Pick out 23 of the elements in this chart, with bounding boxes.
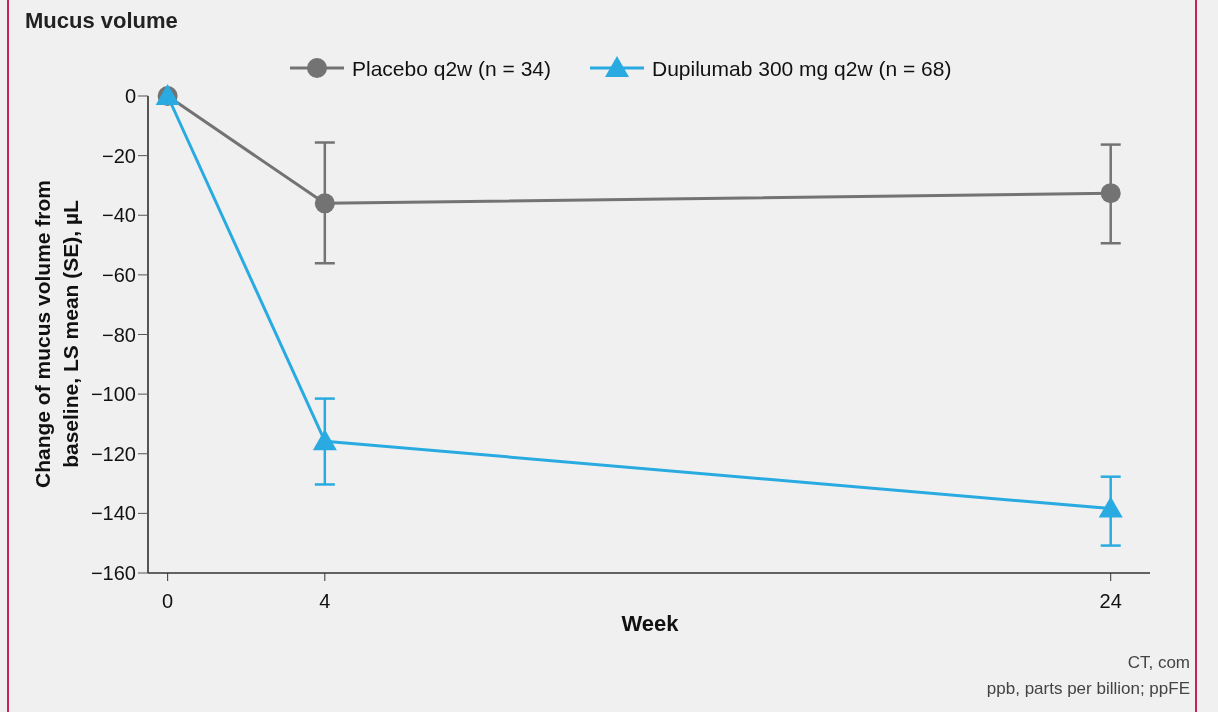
y-tick-label: −20 (102, 144, 136, 167)
legend-label: Placebo q2w (n = 34) (352, 57, 552, 80)
chart-title: Mucus volume (25, 8, 178, 33)
x-tick-label: 0 (162, 590, 174, 612)
y-axis-title: Change of mucus volume from baseline, LS mean (SE), µL (31, 179, 82, 489)
y-tick-label: −120 (90, 442, 136, 465)
text: CT, com (1127, 653, 1190, 672)
x-tick-label: 4 (319, 590, 331, 612)
y-tick-label: −80 (102, 323, 136, 346)
y-tick-label: −100 (90, 383, 136, 406)
y-tick-label: 0 (124, 85, 136, 107)
point (312, 429, 337, 451)
x-tick-label: 24 (1099, 590, 1122, 612)
legend-label: Dupilumab 300 mg q2w (n = 68) (652, 57, 952, 80)
point (314, 193, 335, 214)
x-axis-title: Week (621, 611, 680, 636)
y-tick-label: −60 (102, 263, 136, 286)
point (1100, 183, 1121, 204)
text: ppb, parts per billion; ppFE (986, 679, 1190, 698)
point (1098, 496, 1123, 518)
y-tick-label: −160 (90, 562, 136, 584)
y-tick-label: −140 (90, 502, 136, 525)
y-tick-label: −40 (102, 204, 136, 227)
